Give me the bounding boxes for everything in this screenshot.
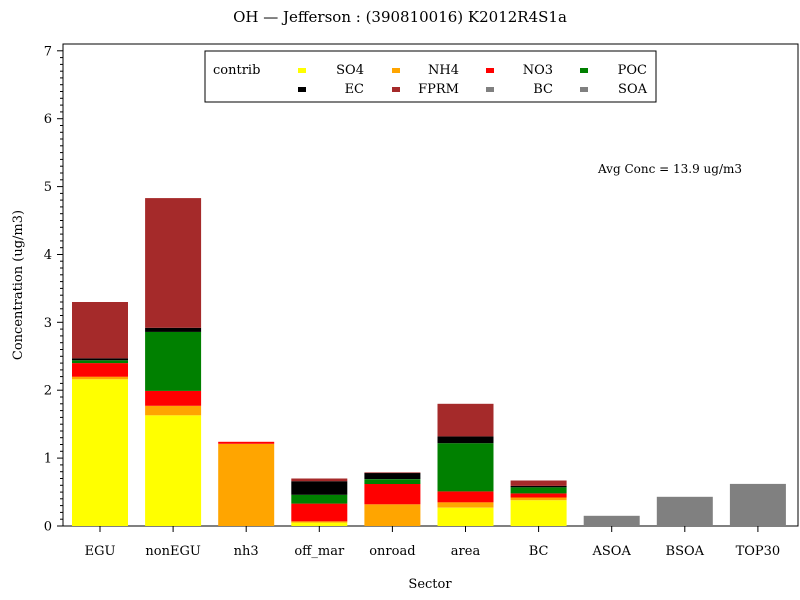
bar-segment-fprm-bc	[510, 480, 567, 486]
avg-conc-annotation: Avg Conc = 13.9 ug/m3	[597, 162, 742, 176]
bar-segment-no3-area	[437, 491, 494, 503]
legend-label-soa: SOA	[618, 82, 648, 97]
y-tick-label: 4	[44, 248, 52, 263]
bar-segment-ec-nonegu	[145, 327, 202, 332]
legend-swatch-nh4	[392, 68, 400, 73]
bar-segment-no3-nh3	[218, 441, 275, 444]
bars-layer	[72, 198, 786, 526]
bar-segment-no3-off_mar	[291, 503, 348, 522]
y-tick-label: 2	[44, 384, 52, 399]
x-tick-label-area: area	[451, 544, 481, 559]
y-tick-label: 3	[44, 316, 52, 331]
legend-swatch-fprm	[392, 87, 400, 92]
bar-segment-so4-off_mar	[291, 522, 348, 526]
bar-segment-poc-bc	[510, 487, 567, 494]
legend-label-poc: POC	[618, 63, 647, 78]
bar-segment-nh4-bc	[510, 497, 567, 501]
y-tick-label: 5	[44, 180, 52, 195]
bar-segment-ec-onroad	[364, 473, 421, 480]
bar-segment-soa-top30	[729, 483, 786, 526]
x-tick-label-egu: EGU	[85, 544, 116, 559]
chart-title: OH — Jefferson : (390810016) K2012R4S1a	[233, 8, 567, 26]
bar-segment-no3-bc	[510, 493, 567, 498]
bar-segment-poc-egu	[72, 360, 128, 364]
bar-segment-nh4-onroad	[364, 504, 421, 526]
bar-segment-so4-nonegu	[145, 415, 202, 526]
y-tick-label: 0	[44, 520, 52, 535]
bar-segment-nh4-egu	[72, 376, 128, 380]
legend-label-ec: EC	[345, 82, 364, 97]
bar-segment-ec-egu	[72, 358, 128, 361]
x-tick-label-onroad: onroad	[369, 544, 415, 559]
x-tick-label-bc: BC	[529, 544, 549, 559]
bar-segment-nh4-off_mar	[291, 521, 348, 523]
x-axis-label: Sector	[408, 577, 452, 592]
bar-segment-fprm-area	[437, 403, 494, 437]
bar-segment-soa-bsoa	[656, 496, 713, 526]
y-axis-label: Concentration (ug/m3)	[11, 210, 26, 360]
legend-swatch-ec	[298, 87, 306, 92]
legend-label-nh4: NH4	[428, 63, 459, 78]
bar-segment-no3-egu	[72, 363, 128, 377]
x-tick-label-top30: TOP30	[736, 544, 781, 559]
bar-segment-soa-asoa	[583, 515, 640, 526]
bar-segment-fprm-off_mar	[291, 478, 348, 482]
bar-segment-poc-off_mar	[291, 494, 348, 504]
bar-segment-fprm-onroad	[364, 472, 421, 474]
legend-label-bc: BC	[533, 82, 553, 97]
y-tick-label: 1	[44, 452, 52, 467]
legend-swatch-bc	[486, 87, 494, 92]
bar-segment-so4-egu	[72, 379, 128, 526]
bar-segment-nh4-nh3	[218, 443, 275, 526]
y-tick-label: 6	[44, 112, 52, 127]
bar-segment-ec-off_mar	[291, 481, 348, 495]
bar-segment-ec-area	[437, 436, 494, 444]
y-tick-label: 7	[44, 44, 52, 59]
x-tick-label-asoa: ASOA	[592, 544, 632, 559]
plot-area-frame	[62, 43, 799, 527]
x-tick-label-nonegu: nonEGU	[145, 544, 200, 559]
bar-segment-no3-onroad	[364, 483, 421, 505]
legend: contrib SO4 NH4 NO3 POC EC FPRM BC SOA	[204, 50, 657, 103]
legend-label-so4: SO4	[336, 63, 364, 78]
legend-label-fprm: FPRM	[418, 82, 459, 97]
legend-swatch-so4	[298, 68, 306, 73]
bar-segment-nh4-area	[437, 502, 494, 508]
y-axis: 0 1 2 3 4 5 6 7	[44, 44, 63, 535]
legend-swatch-poc	[580, 68, 588, 73]
x-tick-label-off_mar: off_mar	[294, 544, 345, 559]
legend-title: contrib	[213, 63, 260, 78]
bar-segment-so4-area	[437, 507, 494, 526]
x-tick-label-bsoa: BSOA	[666, 544, 705, 559]
bar-segment-poc-nonegu	[145, 331, 202, 391]
bar-segment-so4-bc	[510, 500, 567, 526]
legend-swatch-no3	[486, 68, 494, 73]
legend-box	[204, 50, 657, 103]
bar-segment-ec-bc	[510, 485, 567, 488]
bar-segment-poc-area	[437, 443, 494, 492]
bar-segment-fprm-egu	[72, 302, 128, 359]
bar-segment-nh4-nonegu	[145, 405, 202, 416]
legend-label-no3: NO3	[523, 63, 553, 78]
x-axis: EGU nonEGU nh3 off_mar onroad area BC ASOA BSOA T…	[85, 526, 781, 559]
legend-swatch-soa	[580, 87, 588, 92]
bar-segment-poc-onroad	[364, 479, 421, 484]
bar-segment-fprm-nonegu	[145, 198, 202, 328]
bar-segment-no3-nonegu	[145, 390, 202, 406]
x-tick-label-nh3: nh3	[234, 544, 259, 559]
